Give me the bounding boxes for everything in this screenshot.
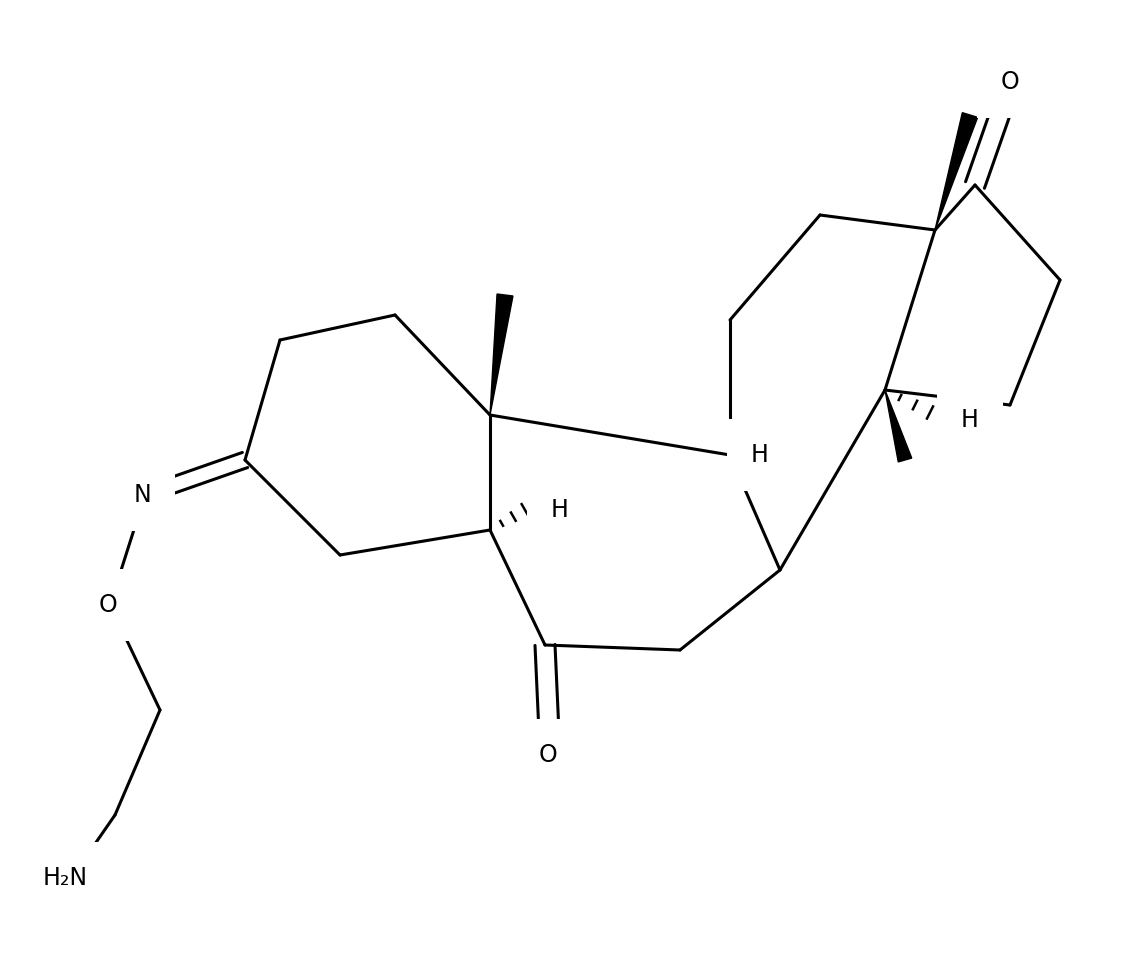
Polygon shape <box>490 294 513 415</box>
Text: N: N <box>135 483 152 507</box>
Polygon shape <box>935 112 978 230</box>
Text: O: O <box>99 593 117 617</box>
Polygon shape <box>885 390 912 462</box>
Text: H: H <box>551 498 569 522</box>
Text: H: H <box>961 408 979 432</box>
Text: H: H <box>751 443 770 467</box>
Text: O: O <box>1001 70 1019 94</box>
Text: H₂N: H₂N <box>42 866 88 890</box>
Text: O: O <box>538 743 557 767</box>
